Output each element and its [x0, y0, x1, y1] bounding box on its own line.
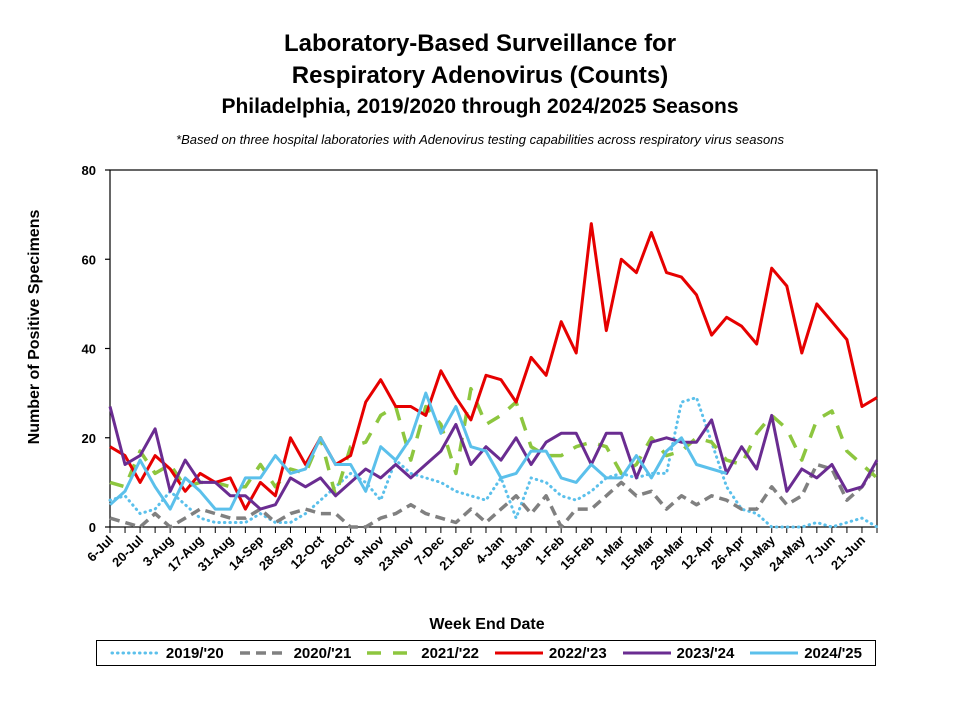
legend-swatch — [367, 651, 416, 655]
chart-note: *Based on three hospital laboratories wi… — [176, 132, 784, 147]
x-tick-label: 21-Jun — [828, 532, 868, 572]
plot-area — [109, 169, 878, 528]
y-tick-label: 80 — [82, 163, 96, 178]
legend-label: 2019/'20 — [165, 644, 224, 662]
x-tick-label: 15-Feb — [557, 532, 597, 572]
y-tick-label: 0 — [89, 520, 96, 535]
legend-item: 2023/'24 — [621, 644, 735, 662]
legend-label: 2024/'25 — [804, 644, 862, 662]
x-tick-label: 20-Jul — [109, 533, 146, 570]
legend-item: 2024/'25 — [748, 645, 862, 662]
legend-item: 2021/'22 — [365, 645, 479, 662]
legend: 2019/'20 2020/'21 2021/'22 2022/'23 2023/'24… — [96, 640, 876, 666]
legend-swatch — [494, 651, 543, 655]
y-tick-label: 20 — [82, 431, 96, 446]
x-tick-label: 18-Jan — [497, 532, 537, 572]
series-line-202122 — [109, 386, 879, 498]
x-tick-label: 29-Mar — [647, 533, 687, 573]
chart-title: Laboratory-Based Surveillance for — [283, 30, 677, 57]
series-line-201920 — [108, 396, 879, 529]
legend-swatch — [622, 651, 671, 655]
legend-item: 2022/'23 — [493, 645, 607, 662]
chart-subtitle: Philadelphia, 2019/2020 through 2024/202… — [221, 95, 739, 118]
legend-label: 2022/'23 — [548, 644, 607, 662]
y-tick-label: 60 — [82, 252, 96, 267]
y-axis-label: Number of Positive Specimens — [26, 210, 43, 445]
legend-swatch — [239, 651, 288, 655]
y-tick-label: 40 — [82, 342, 96, 357]
series-line-202425 — [109, 391, 728, 511]
chart-title-line2: Respiratory Adenovirus (Counts) — [291, 62, 669, 89]
legend-label: 2021/'22 — [421, 644, 480, 662]
x-axis-label: Week End Date — [429, 616, 544, 633]
legend-label: 2020/'21 — [293, 644, 352, 662]
legend-item: 2019/'20 — [110, 645, 224, 662]
legend-swatch — [110, 651, 162, 655]
legend-label: 2023/'24 — [676, 644, 735, 662]
x-tick-label: 26-Oct — [318, 532, 358, 572]
legend-swatch — [750, 651, 799, 655]
legend-item: 2020/'21 — [238, 644, 352, 662]
series-line-202021 — [109, 462, 879, 529]
series-lines — [108, 222, 879, 529]
axes: 0204060806-Jul20-Jul3-Aug17-Aug31-Aug14-… — [82, 163, 878, 574]
